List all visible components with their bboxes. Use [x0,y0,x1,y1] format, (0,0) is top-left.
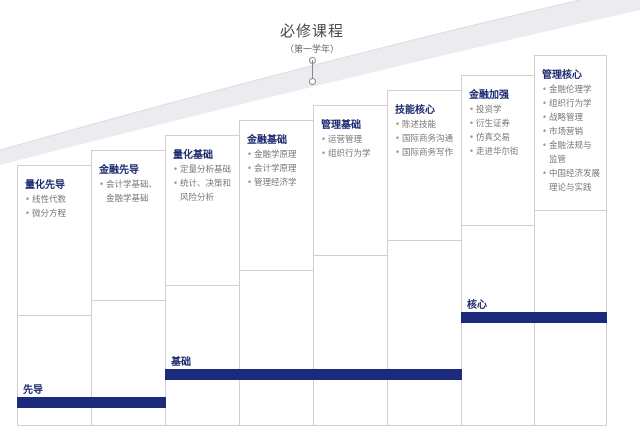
course-column-1: 量化先导 • 线性代数 • 微分方程 [17,165,92,425]
course-item: • 管理经济学 [247,178,297,188]
course-item: • 仿真交易 [469,133,511,143]
course-item: • 定量分析基础 [173,165,232,175]
course-item: • 金融伦理学 [542,85,592,95]
column-heading: 量化先导 [25,180,65,191]
column-heading: 金融基础 [247,135,287,146]
course-column-2: 金融先导 • 会计学基础、 金融学基础 [91,150,166,425]
page-subtitle: （第一学年） [284,45,339,55]
course-list: • 运营管理 • 组织行为学 [321,133,371,161]
course-list: • 陈述技能 • 国际商务沟通 • 国际商务写作 [395,118,453,160]
step-divider [534,210,607,211]
course-list: • 会计学基础、 金融学基础 [99,178,157,206]
course-list: • 金融伦理学 • 组织行为学 • 战略管理 • 市场营销 • 金融法规与 监管 • 中国经… [542,83,600,195]
course-item: • 中国经济发展 [542,169,601,179]
column-heading: 量化基础 [173,150,213,161]
course-item: • 金融法规与 [542,141,592,151]
course-item: • 国际商务沟通 [395,134,454,144]
stage-label-core: 核心 [467,300,487,311]
connector-line [312,60,313,80]
step-divider [239,270,314,271]
course-list: • 线性代数 • 微分方程 [25,193,66,221]
column-heading: 金融先导 [99,165,139,176]
course-list: • 金融学原理 • 会计学原理 • 管理经济学 [247,148,297,190]
step-divider [387,240,462,241]
stage-bar-core [461,312,607,323]
course-item: • 市场营销 [542,127,584,137]
stage-label-prerequisite: 先导 [23,385,43,396]
course-item: • 陈述技能 [395,120,437,130]
course-item: • 金融学原理 [247,150,297,160]
column-heading: 金融加强 [469,90,509,101]
step-divider [461,225,535,226]
connector-dot-bottom [309,78,316,85]
page-title: 必修课程 [279,22,344,40]
course-item: • 组织行为学 [321,149,371,159]
step-divider [313,255,388,256]
course-item: • 微分方程 [25,209,67,219]
stage-bar-foundation [165,369,462,380]
column-heading: 技能核心 [395,105,435,116]
course-item-continued: 金融学基础 [106,194,149,204]
course-item: • 组织行为学 [542,99,592,109]
course-item-continued: 监管 [549,155,567,165]
course-item: • 投资学 [469,105,502,115]
course-item: • 运营管理 [321,135,363,145]
stage-bar-prerequisite [17,397,166,408]
column-heading: 管理基础 [321,120,361,131]
course-item-continued: 理论与实践 [549,183,592,193]
course-item: • 会计学原理 [247,164,297,174]
course-item: • 战略管理 [542,113,584,123]
course-item: • 走进华尔街 [469,147,519,157]
course-item: • 线性代数 [25,195,67,205]
course-column-3: 量化基础 • 定量分析基础 • 统计、决策和 风险分析 [165,135,240,425]
course-item-continued: 风险分析 [180,193,215,203]
course-item: • 会计学基础、 [99,180,158,190]
course-column-8: 管理核心 • 金融伦理学 • 组织行为学 • 战略管理 • 市场营销 • 金融法规与 监管… [534,55,607,425]
stage-label-foundation: 基础 [171,357,191,368]
column-heading: 管理核心 [542,70,582,81]
step-divider [17,315,92,316]
course-item: • 衍生证券 [469,119,511,129]
step-divider [165,285,240,286]
course-list: • 定量分析基础 • 统计、决策和 风险分析 [173,163,231,205]
course-list: • 投资学 • 衍生证券 • 仿真交易 • 走进华尔街 [469,103,519,159]
course-column-7: 金融加强 • 投资学 • 衍生证券 • 仿真交易 • 走进华尔街 [461,75,535,425]
baseline [17,425,607,426]
course-item: • 统计、决策和 [173,179,232,189]
step-divider [91,300,166,301]
course-item: • 国际商务写作 [395,148,454,158]
